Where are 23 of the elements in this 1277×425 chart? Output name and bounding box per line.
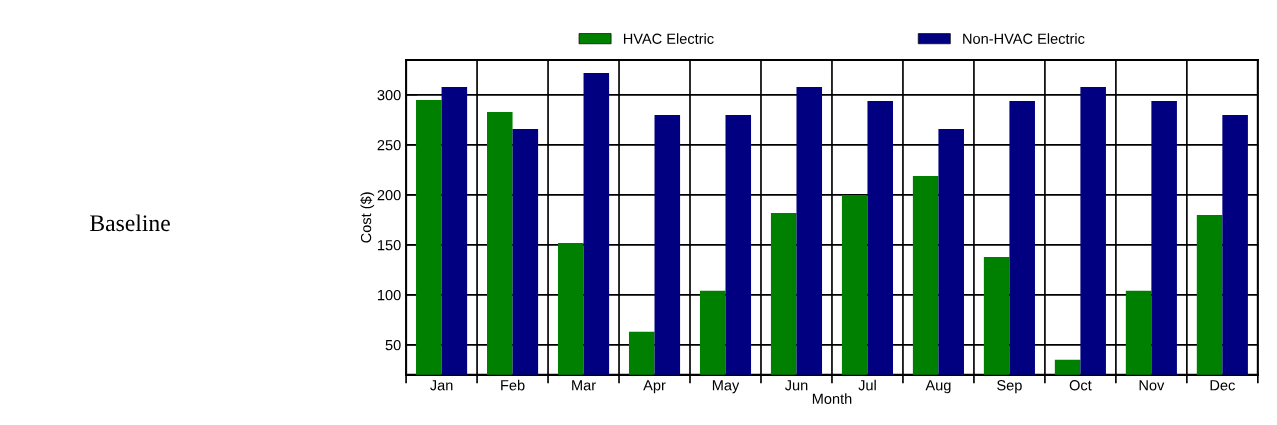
x-tick-label: May [712, 380, 740, 394]
x-tick-label: Jul [858, 379, 876, 391]
x-tick-label: Aug [925, 380, 951, 394]
text: Baseline [90, 214, 170, 232]
x-axis-title: Month [812, 393, 852, 405]
y-tick-label: 150 [378, 239, 401, 251]
x-tick-label: Jun [784, 380, 808, 391]
legend-label: Non-HVAC Electric [963, 33, 1085, 44]
x-tick-label: Jan [430, 380, 453, 391]
x-tick-label: Nov [1139, 380, 1165, 391]
y-tick-label: 250 [377, 140, 401, 151]
y-axis-title: Cost ($) [360, 192, 375, 243]
x-tick-label: Dec [1210, 380, 1235, 391]
x-tick-label: Mar [572, 380, 596, 391]
x-tick-label: Feb [501, 379, 525, 391]
x-tick-label: Oct [1069, 380, 1092, 391]
y-tick-label: 300 [377, 90, 401, 101]
y-tick-label: 200 [377, 189, 401, 201]
x-tick-label: Sep [997, 380, 1022, 394]
y-tick-label: 100 [378, 289, 401, 301]
legend-label: HVAC Electric [623, 33, 714, 44]
x-tick-label: Apr [643, 380, 666, 394]
y-tick-label: 50 [385, 339, 401, 351]
